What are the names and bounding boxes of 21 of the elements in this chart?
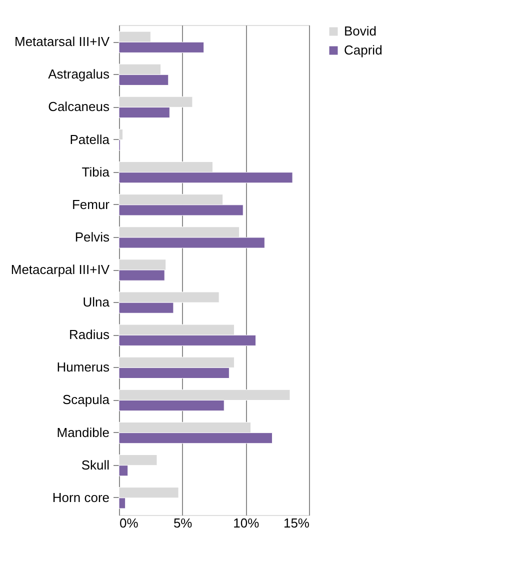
x-tick-label: 5% [173, 516, 193, 530]
y-tick-label: Metatarsal III+IV [14, 34, 110, 50]
x-tick-label: 0% [120, 516, 139, 530]
y-tick-label: Metacarpal III+IV [10, 262, 110, 277]
x-tick-label: 15% [283, 516, 310, 530]
y-tick-label: Femur [72, 196, 110, 212]
y-tick-label: Pelvis [74, 229, 110, 244]
y-tick-label: Horn core [52, 490, 110, 505]
y-tick-label: Skull [81, 457, 110, 472]
y-tick-label: Scapula [62, 392, 110, 408]
y-tick-label: Ulna [82, 294, 110, 310]
y-tick-label: Radius [69, 327, 110, 342]
y-tick-label: Humerus [56, 360, 110, 375]
x-tick-label: 10% [233, 516, 260, 530]
y-tick-label: Astragalus [48, 66, 110, 82]
y-tick-label: Patella [70, 132, 110, 147]
legend-label: Caprid [344, 42, 382, 58]
legend-label: Bovid [344, 24, 377, 38]
y-tick-label: Calcaneus [48, 99, 110, 114]
y-tick-label: Tibia [82, 164, 110, 180]
y-tick-label: Mandible [56, 424, 110, 440]
